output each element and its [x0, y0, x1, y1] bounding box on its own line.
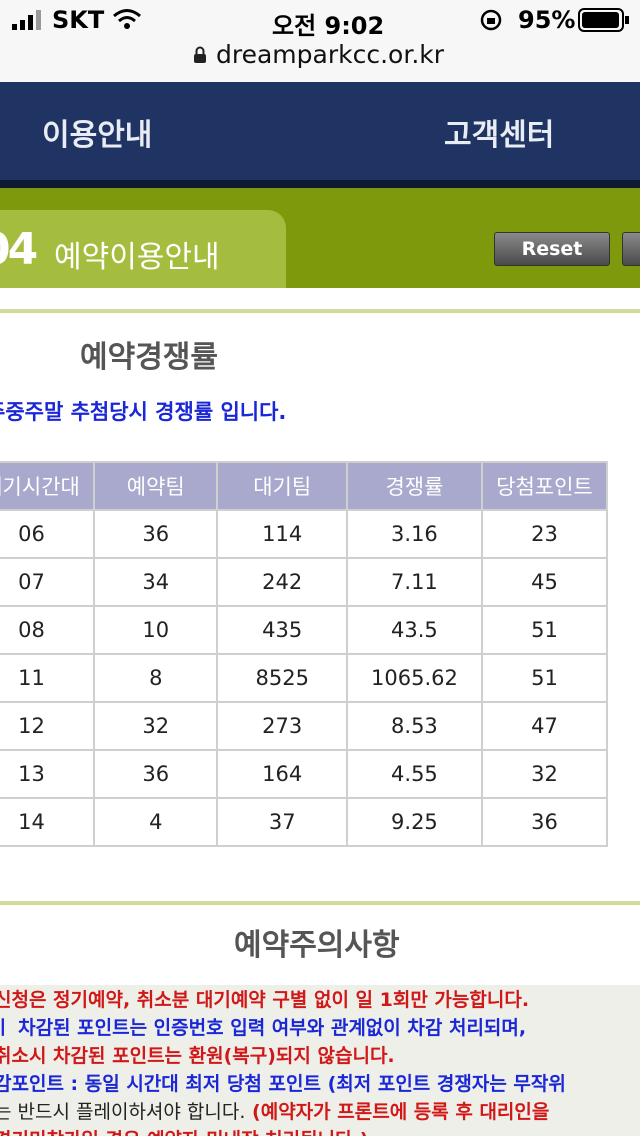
- table-cell: 435: [216, 605, 348, 655]
- section-number: 04: [0, 224, 38, 275]
- table-row: 07 34 242 7.11 45: [0, 557, 609, 607]
- table-cell: 32: [480, 749, 609, 799]
- notice-box: 신청은 정기예약, 취소분 대기예약 구별 없이 일 1회만 가능합니다. ㅣ …: [0, 985, 640, 1136]
- nav-item[interactable]: 이용안내: [42, 118, 153, 153]
- notice-line: 경기미참가일 경우 예약자 미내장 처리됩니다.): [0, 1125, 368, 1136]
- header-row: 대기시간대예약팀대기팀경쟁률당첨포인트: [0, 461, 609, 511]
- table-cell: 12: [0, 701, 96, 751]
- section-heading: 예약경쟁률: [80, 340, 218, 375]
- table-row: 08 10 435 43.5 51: [0, 605, 609, 655]
- table-row: 11 8 8525 1065.62 51: [0, 653, 609, 703]
- table-cell: 8525: [216, 653, 348, 703]
- notice-line: 는 반드시 플레이하셔야 합니다. (예약자가 프론트에 등록 후 대리인을: [0, 1097, 549, 1124]
- nav-bar: 이용안내 고객센터: [0, 82, 640, 180]
- notice-line: 감포인트 : 동일 시간대 최저 당첨 포인트 (최저 포인트 경쟁자는 무작위: [0, 1073, 566, 1095]
- banner-tab: 04 예약이용안내: [0, 210, 286, 288]
- section-heading: 예약주의사항: [234, 928, 400, 963]
- table-cell: 164: [216, 749, 348, 799]
- table-cell: 43.5: [345, 605, 483, 655]
- table-cell: 51: [480, 653, 609, 703]
- table-cell: 3.16: [345, 509, 483, 559]
- table-cell: 36: [480, 797, 609, 847]
- table-row: 12 32 273 8.53 47: [0, 701, 609, 751]
- reset-button[interactable]: Reset: [494, 232, 610, 266]
- table-cell: 36: [93, 749, 219, 799]
- browser-header: SKT 오전 9:02 95% dreamparkcc.or.kr: [0, 0, 640, 83]
- wifi-icon: [113, 9, 141, 29]
- table-cell: 1065.62: [345, 653, 483, 703]
- table-cell: 9.25: [345, 797, 483, 847]
- notice-text: (예약자가 프론트에 등록 후 대리인을: [252, 1101, 550, 1123]
- notice-text: 는 반드시 플레이하셔야 합니다.: [0, 1101, 246, 1123]
- table-cell: 51: [480, 605, 609, 655]
- notice-line: 취소시 차감된 포인트는 환원(복구)되지 않습니다.: [0, 1045, 395, 1067]
- notice-line: ㅣ 차감된 포인트는 인증번호 입력 여부와 관계없이 차감 처리되며,: [0, 1017, 527, 1039]
- section-title: 예약이용안내: [54, 240, 220, 275]
- table-cell: 13: [0, 749, 96, 799]
- table-row: 14 4 37 9.25 36: [0, 797, 609, 847]
- table-cell: 08: [0, 605, 96, 655]
- table-cell: 4: [93, 797, 219, 847]
- battery-level: 95%: [518, 6, 576, 34]
- table-cell: 34: [93, 557, 219, 607]
- battery-icon: [578, 8, 629, 32]
- lock-rotation-icon: [480, 9, 502, 31]
- divider: [0, 180, 640, 188]
- table-cell: 10: [93, 605, 219, 655]
- table-row: 06 36 114 3.16 23: [0, 509, 609, 559]
- notice-line: 신청은 정기예약, 취소분 대기예약 구별 없이 일 1회만 가능합니다.: [0, 989, 530, 1011]
- divider: [0, 901, 640, 905]
- carrier: SKT: [52, 6, 105, 34]
- header-cell: 경쟁률: [345, 461, 483, 511]
- header-cell: 대기팀: [216, 461, 348, 511]
- clock: 오전 9:02: [272, 12, 385, 40]
- table-cell: 45: [480, 557, 609, 607]
- table-row: 13 36 164 4.55 32: [0, 749, 609, 799]
- table-cell: 23: [480, 509, 609, 559]
- table-cell: 7.11: [345, 557, 483, 607]
- table-cell: 47: [480, 701, 609, 751]
- table-cell: 4.55: [345, 749, 483, 799]
- section-subtitle: 주중주말 추첨당시 경쟁률 입니다.: [0, 400, 287, 424]
- header-cell: 대기시간대: [0, 461, 96, 511]
- url[interactable]: dreamparkcc.or.kr: [216, 40, 445, 69]
- table-cell: 14: [0, 797, 96, 847]
- table-cell: 06: [0, 509, 96, 559]
- nav-item[interactable]: 고객센터: [444, 118, 555, 153]
- table-cell: 8.53: [345, 701, 483, 751]
- signal-icon: [12, 10, 41, 30]
- table-cell: 36: [93, 509, 219, 559]
- button[interactable]: [622, 232, 640, 266]
- table-cell: 273: [216, 701, 348, 751]
- table-cell: 114: [216, 509, 348, 559]
- header-cell: 예약팀: [93, 461, 219, 511]
- table-cell: 07: [0, 557, 96, 607]
- header-cell: 당첨포인트: [480, 461, 609, 511]
- table-cell: 242: [216, 557, 348, 607]
- divider: [0, 309, 640, 313]
- lock-icon: [194, 46, 206, 63]
- table-cell: 8: [93, 653, 219, 703]
- table-cell: 32: [93, 701, 219, 751]
- table-cell: 11: [0, 653, 96, 703]
- competition-table: 대기시간대예약팀대기팀경쟁률당첨포인트06361143.162307342427…: [0, 461, 609, 847]
- table-cell: 37: [216, 797, 348, 847]
